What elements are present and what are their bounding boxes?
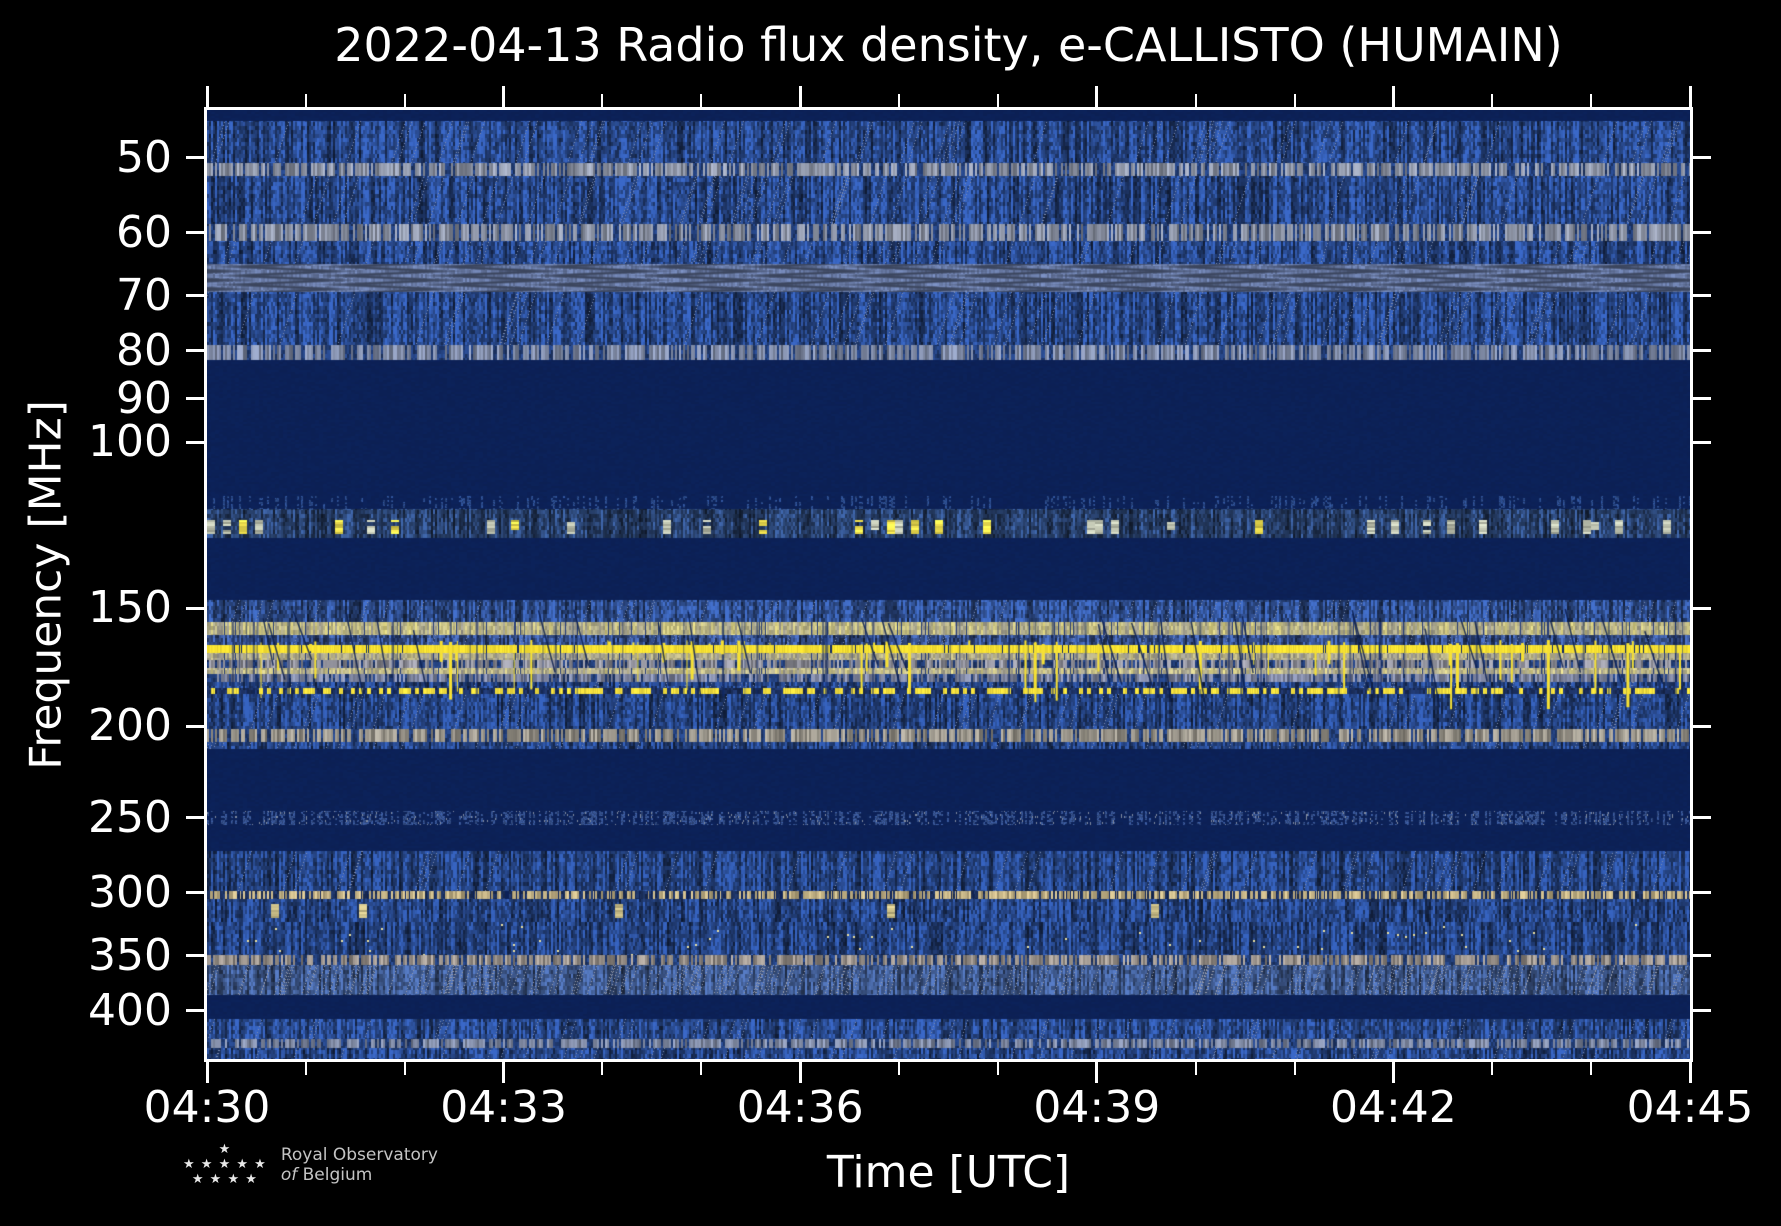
y-major-tick	[186, 156, 204, 160]
y-tick-label: 60	[116, 206, 172, 258]
y-tick-label: 150	[88, 582, 172, 634]
y-major-tick	[186, 294, 204, 298]
y-major-tick	[186, 440, 204, 444]
x-minor-tick	[898, 1062, 901, 1075]
y-major-tick	[186, 397, 204, 401]
x-major-tick	[798, 1062, 802, 1083]
x-minor-tick-top	[601, 94, 604, 107]
y-major-tick-right	[1693, 1009, 1711, 1013]
x-minor-tick	[601, 1062, 604, 1075]
x-major-tick	[205, 1062, 209, 1083]
plot-area	[204, 107, 1693, 1062]
x-minor-tick-top	[1491, 94, 1494, 107]
y-major-tick-right	[1693, 891, 1711, 895]
x-minor-tick-top	[304, 94, 307, 107]
x-tick-label: 04:45	[1626, 1082, 1754, 1133]
x-minor-tick	[700, 1062, 703, 1075]
x-minor-tick-top	[1293, 94, 1296, 107]
y-tick-label: 100	[88, 416, 172, 468]
y-tick-label: 200	[88, 700, 172, 752]
x-axis-label: Time [UTC]	[826, 1147, 1071, 1198]
y-major-tick-right	[1693, 294, 1711, 298]
x-minor-tick-top	[403, 94, 406, 107]
rob-star-logo: ★ ★ ★ ★ ★ ★ ★ ★ ★ ★	[183, 1142, 267, 1187]
y-major-tick	[186, 724, 204, 728]
x-major-tick-top	[205, 86, 209, 107]
star-row: ★ ★ ★ ★ ★	[183, 1157, 267, 1172]
x-minor-tick	[1293, 1062, 1296, 1075]
star-row: ★ ★ ★ ★	[191, 1172, 258, 1187]
y-major-tick	[186, 349, 204, 353]
y-major-tick-right	[1693, 156, 1711, 160]
x-minor-tick	[403, 1062, 406, 1075]
y-major-tick	[186, 954, 204, 958]
star-row: ★	[218, 1142, 232, 1157]
x-minor-tick	[1590, 1062, 1593, 1075]
x-major-tick	[1391, 1062, 1395, 1083]
y-tick-label: 350	[88, 929, 172, 981]
x-minor-tick-top	[898, 94, 901, 107]
x-minor-tick-top	[996, 94, 999, 107]
credit-line-1: Royal Observatory	[280, 1144, 438, 1165]
y-major-tick	[186, 606, 204, 610]
x-major-tick	[1688, 1062, 1692, 1083]
y-major-tick-right	[1693, 440, 1711, 444]
x-major-tick	[502, 1062, 506, 1083]
x-major-tick-top	[502, 86, 506, 107]
chart-title: 2022-04-13 Radio flux density, e-CALLIST…	[334, 18, 1563, 72]
x-tick-label: 04:42	[1329, 1082, 1457, 1133]
y-tick-label: 50	[116, 131, 172, 183]
x-major-tick-top	[798, 86, 802, 107]
observatory-credit: ★ ★ ★ ★ ★ ★ ★ ★ ★ ★ Royal Observatory of…	[183, 1142, 438, 1187]
x-minor-tick-top	[700, 94, 703, 107]
y-major-tick-right	[1693, 724, 1711, 728]
y-tick-label: 90	[116, 372, 172, 424]
credit-belgium: Belgium	[302, 1164, 373, 1185]
y-major-tick-right	[1693, 397, 1711, 401]
credit-line-2: of Belgium	[281, 1165, 438, 1185]
x-minor-tick	[996, 1062, 999, 1075]
x-minor-tick	[1194, 1062, 1197, 1075]
y-major-tick-right	[1693, 954, 1711, 958]
y-major-tick-right	[1693, 816, 1711, 820]
x-tick-label: 04:33	[440, 1082, 567, 1133]
y-major-tick	[186, 231, 204, 235]
x-minor-tick-top	[1194, 94, 1197, 107]
x-major-tick	[1095, 1062, 1099, 1083]
y-tick-label: 80	[116, 324, 172, 376]
y-tick-label: 250	[88, 791, 172, 843]
x-minor-tick-top	[1590, 94, 1593, 107]
y-major-tick-right	[1693, 349, 1711, 353]
y-major-tick	[186, 816, 204, 820]
y-major-tick-right	[1693, 606, 1711, 610]
y-tick-label: 300	[88, 866, 172, 918]
y-major-tick	[186, 891, 204, 895]
credit-of: of	[280, 1164, 298, 1185]
y-major-tick-right	[1693, 231, 1711, 235]
x-major-tick-top	[1688, 86, 1692, 107]
y-major-tick	[186, 1009, 204, 1013]
credit-text: Royal Observatory of Belgium	[281, 1145, 438, 1185]
spectrogram-canvas	[207, 110, 1690, 1059]
x-tick-label: 04:30	[143, 1082, 271, 1133]
x-major-tick-top	[1391, 86, 1395, 107]
y-tick-label: 400	[88, 984, 172, 1036]
x-major-tick-top	[1095, 86, 1099, 107]
y-tick-label: 70	[116, 269, 172, 321]
x-minor-tick	[1491, 1062, 1494, 1075]
x-minor-tick	[304, 1062, 307, 1075]
x-tick-label: 04:36	[736, 1082, 864, 1133]
x-tick-label: 04:39	[1033, 1082, 1161, 1133]
